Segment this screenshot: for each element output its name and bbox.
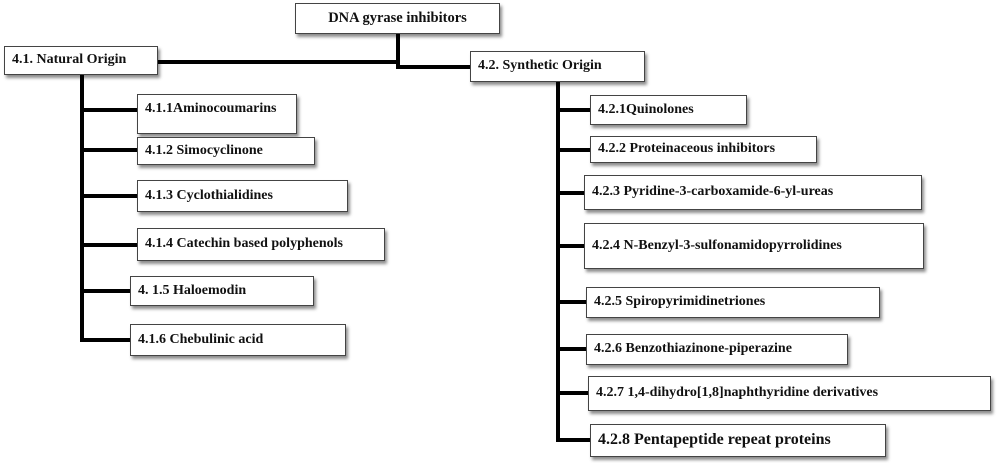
natural-item-label: 4.1.1Aminocoumarins bbox=[145, 101, 277, 116]
natural-item-label: 4.1.4 Catechin based polyphenols bbox=[145, 236, 343, 252]
synthetic-item-label: 4.2.5 Spiropyrimidinetriones bbox=[594, 294, 766, 310]
synthetic-item-label: 4.2.1Quinolones bbox=[598, 101, 694, 117]
synthetic-item-label: 4.2.7 1,4-dihydro[1,8]naphthyridine deri… bbox=[596, 385, 879, 401]
natural-item-6: 4.1.6 Chebulinic acid bbox=[130, 324, 346, 356]
synthetic-item-label: 4.2.6 Benzothiazinone-piperazine bbox=[594, 341, 792, 357]
synthetic-item-4: 4.2.4 N-Benzyl-3-sulfonamidopyrrolidines bbox=[584, 223, 924, 269]
synthetic-item-7: 4.2.7 1,4-dihydro[1,8]naphthyridine deri… bbox=[588, 376, 991, 411]
natural-item-4: 4.1.4 Catechin based polyphenols bbox=[137, 228, 385, 261]
natural-origin-label: 4.1. Natural Origin bbox=[12, 52, 127, 68]
synthetic-item-1: 4.2.1Quinolones bbox=[590, 95, 747, 125]
natural-item-2: 4.1.2 Simocyclinone bbox=[137, 137, 315, 165]
natural-item-5: 4. 1.5 Haloemodin bbox=[130, 276, 314, 306]
natural-item-label: 4.1.6 Chebulinic acid bbox=[138, 331, 264, 347]
synthetic-item-label: 4.2.2 Proteinaceous inhibitors bbox=[598, 141, 776, 157]
synthetic-item-6: 4.2.6 Benzothiazinone-piperazine bbox=[586, 334, 848, 365]
synthetic-origin-label: 4.2. Synthetic Origin bbox=[478, 58, 602, 74]
synthetic-item-label: 4.2.3 Pyridine-3-carboxamide-6-yl-ureas bbox=[592, 184, 834, 200]
synthetic-origin-node: 4.2. Synthetic Origin bbox=[470, 51, 645, 82]
synthetic-item-3: 4.2.3 Pyridine-3-carboxamide-6-yl-ureas bbox=[584, 175, 922, 210]
natural-item-label: 4. 1.5 Haloemodin bbox=[138, 282, 247, 298]
natural-item-label: 4.1.2 Simocyclinone bbox=[145, 142, 263, 158]
synthetic-item-5: 4.2.5 Spiropyrimidinetriones bbox=[586, 287, 880, 318]
root-node: DNA gyrase inhibitors bbox=[295, 3, 500, 34]
natural-item-1: 4.1.1Aminocoumarins bbox=[137, 94, 297, 134]
natural-item-3: 4.1.3 Cyclothialidines bbox=[137, 180, 348, 212]
natural-origin-node: 4.1. Natural Origin bbox=[4, 46, 158, 75]
root-label: DNA gyrase inhibitors bbox=[328, 9, 467, 26]
synthetic-item-8: 4.2.8 Pentapeptide repeat proteins bbox=[590, 424, 886, 457]
synthetic-item-2: 4.2.2 Proteinaceous inhibitors bbox=[590, 136, 817, 163]
synthetic-item-label: 4.2.8 Pentapeptide repeat proteins bbox=[598, 431, 831, 449]
natural-item-label: 4.1.3 Cyclothialidines bbox=[145, 187, 273, 203]
synthetic-item-label: 4.2.4 N-Benzyl-3-sulfonamidopyrrolidines bbox=[592, 237, 842, 253]
